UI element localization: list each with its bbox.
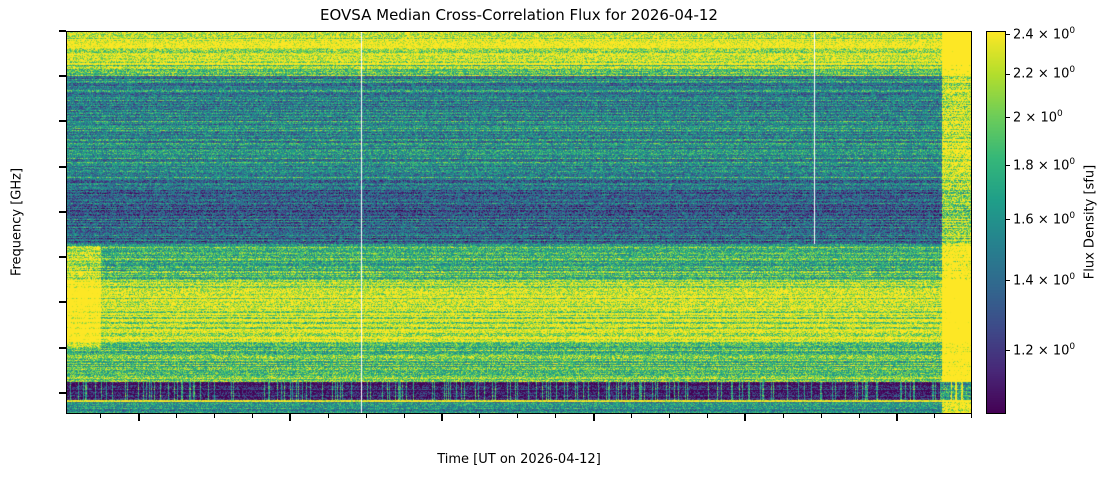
x-minor-tick xyxy=(214,414,216,418)
x-minor-tick xyxy=(517,414,519,418)
tick-base: × 10 xyxy=(1033,343,1070,359)
tick-base: × 10 xyxy=(1021,110,1057,126)
y-axis-label: Frequency [GHz] xyxy=(9,167,25,277)
x-tick xyxy=(289,414,292,421)
x-minor-tick xyxy=(668,414,670,418)
colorbar-tick xyxy=(1006,117,1010,119)
x-minor-tick xyxy=(100,414,102,418)
x-minor-tick xyxy=(782,414,784,418)
colorbar-tick-label: 2.2 × 100 xyxy=(1013,65,1075,81)
tick-exponent: 0 xyxy=(1069,210,1076,221)
tick-base: × 10 xyxy=(1033,27,1070,43)
tick-mantissa: 2.2 xyxy=(1013,66,1034,82)
colorbar-tick xyxy=(1006,165,1010,167)
colorbar xyxy=(986,31,1006,414)
colorbar-frame xyxy=(986,31,1006,414)
x-minor-tick xyxy=(555,414,557,418)
x-minor-tick xyxy=(858,414,860,418)
spectrogram-heatmap xyxy=(66,31,972,414)
x-axis-label: Time [UT on 2026-04-12] xyxy=(437,452,601,467)
y-tick xyxy=(59,165,66,168)
colorbar-tick xyxy=(1006,280,1010,282)
colorbar-tick xyxy=(1006,34,1010,36)
x-tick xyxy=(137,414,140,421)
colorbar-tick xyxy=(1006,350,1010,352)
y-tick xyxy=(59,75,66,78)
x-tick xyxy=(592,414,595,421)
tick-mantissa: 2 xyxy=(1013,110,1022,126)
tick-exponent: 0 xyxy=(1069,341,1076,352)
chart-title: EOVSA Median Cross-Correlation Flux for … xyxy=(320,6,718,24)
x-minor-tick xyxy=(327,414,329,418)
tick-mantissa: 2.4 xyxy=(1013,27,1034,43)
colorbar-label: Flux Density [sfu] xyxy=(1082,164,1098,280)
tick-exponent: 0 xyxy=(1069,65,1076,76)
y-tick xyxy=(59,346,66,349)
tick-base: × 10 xyxy=(1033,212,1070,228)
y-tick xyxy=(59,30,66,32)
tick-base: × 10 xyxy=(1033,66,1070,82)
x-minor-tick xyxy=(631,414,633,418)
colorbar-tick xyxy=(1006,73,1010,75)
x-minor-tick xyxy=(479,414,481,418)
colorbar-tick-label: 2.4 × 100 xyxy=(1013,26,1075,42)
tick-mantissa: 1.6 xyxy=(1013,212,1034,228)
y-tick xyxy=(59,256,66,259)
y-tick xyxy=(59,391,66,394)
colorbar-tick xyxy=(1006,219,1010,221)
colorbar-tick-label: 1.8 × 100 xyxy=(1013,157,1075,173)
tick-exponent: 0 xyxy=(1056,108,1063,119)
colorbar-tick-label: 1.2 × 100 xyxy=(1013,342,1075,358)
x-minor-tick xyxy=(706,414,708,418)
x-tick xyxy=(895,414,898,421)
heatmap-canvas xyxy=(66,31,972,414)
x-minor-tick xyxy=(403,414,405,418)
y-tick xyxy=(59,120,66,123)
x-minor-tick xyxy=(365,414,367,418)
tick-base: × 10 xyxy=(1033,272,1070,288)
tick-base: × 10 xyxy=(1033,158,1070,174)
tick-exponent: 0 xyxy=(1069,25,1076,36)
tick-mantissa: 1.4 xyxy=(1013,272,1034,288)
x-tick xyxy=(441,414,444,421)
y-tick xyxy=(59,210,66,213)
tick-exponent: 0 xyxy=(1069,271,1076,282)
x-minor-tick xyxy=(820,414,822,418)
y-tick xyxy=(59,301,66,304)
x-minor-tick xyxy=(934,414,936,418)
tick-mantissa: 1.2 xyxy=(1013,343,1034,359)
x-minor-tick xyxy=(176,414,178,418)
tick-exponent: 0 xyxy=(1069,156,1076,167)
colorbar-tick-label: 1.6 × 100 xyxy=(1013,211,1075,227)
colorbar-tick-label: 2 × 100 xyxy=(1013,109,1063,125)
x-minor-tick xyxy=(252,414,253,418)
x-tick xyxy=(744,414,747,421)
colorbar-tick-label: 1.4 × 100 xyxy=(1013,272,1075,288)
tick-mantissa: 1.8 xyxy=(1013,158,1034,174)
x-minor-tick xyxy=(970,414,972,418)
